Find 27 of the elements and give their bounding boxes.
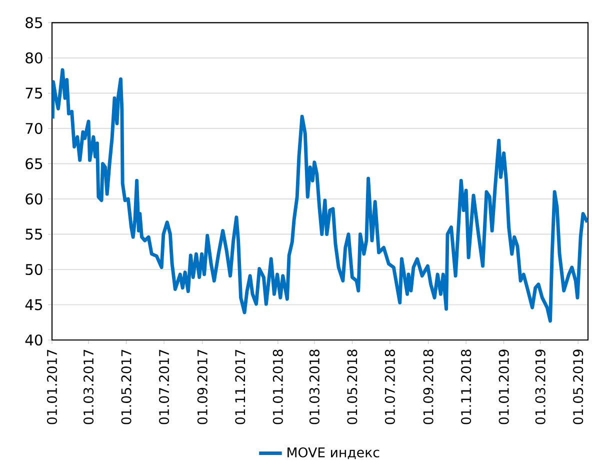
y-tick-label: 80 (26, 52, 42, 64)
y-tick-label: 40 (25, 334, 42, 346)
y-tick-label: 60 (26, 193, 42, 204)
x-tick-label: 01.01.2018 (272, 349, 283, 424)
x-tick-label: 01.07.2018 (384, 349, 395, 424)
x-tick-label: 01.01.2019 (498, 350, 509, 424)
x-tick-label: 01.05.2019 (573, 350, 584, 424)
x-tick-label: 01.01.2017 (46, 350, 58, 424)
line-series (52, 68, 588, 323)
x-tick-label: 01.05.2018 (347, 349, 358, 424)
y-tick-label: 45 (25, 299, 42, 310)
y-tick-label: 65 (26, 158, 42, 170)
x-tick-label: 01.09.2018 (423, 349, 434, 424)
x-tick-label: 01.11.2017 (235, 350, 246, 424)
x-tick-label: 01.03.2018 (309, 349, 320, 424)
x-tick-label: 01.11.2018 (461, 349, 472, 424)
y-tick-label: 70 (26, 122, 42, 134)
legend-label: MOVE индекс (288, 447, 380, 459)
x-tick-label: 01.03.2019 (535, 350, 546, 424)
x-tick-label: 01.05.2017 (121, 350, 132, 424)
x-tick-label: 01.09.2017 (197, 350, 208, 424)
y-tick-label: 85 (26, 16, 42, 28)
y-tick-label: 75 (26, 88, 42, 98)
x-tick-label: 01.07.2017 (158, 350, 170, 424)
x-tick-label: 01.03.2017 (83, 350, 94, 424)
y-tick-label: 50 (26, 264, 42, 275)
y-tick-label: 55 (26, 228, 42, 240)
